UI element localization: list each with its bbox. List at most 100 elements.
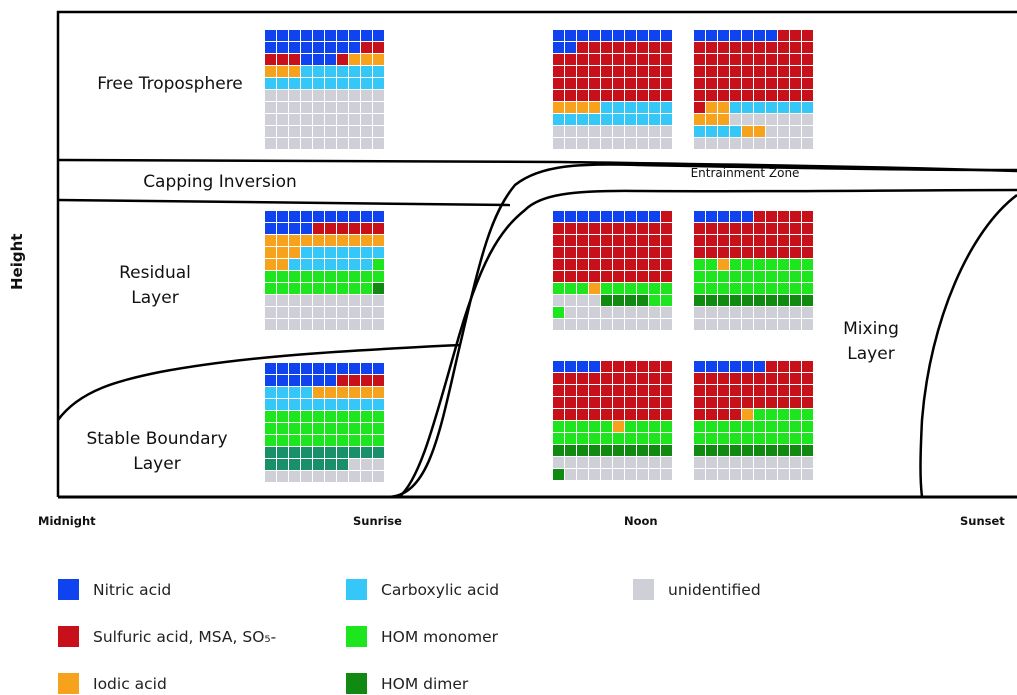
waffle-cell-hom-dimer [625,295,636,306]
waffle-cell-unidentified [706,138,717,149]
waffle-cell-sulfuric [625,397,636,408]
waffle-cell-sulfuric [766,361,777,372]
waffle-cell-hom-monomer [337,435,348,446]
waffle-cell-hom-monomer [694,433,705,444]
waffle-cell-hom-monomer [601,283,612,294]
waffle-cell-hom-dimer [802,445,813,456]
waffle-cell-unidentified [337,319,348,330]
waffle-cell-sulfuric [694,90,705,101]
waffle-cell-nitric [694,30,705,41]
time-label-sunset: Sunset [960,514,1005,528]
waffle-cell-sulfuric [790,235,801,246]
waffle-cell-sulfuric [601,259,612,270]
waffle-cell-iodic [742,126,753,137]
waffle-cell-carboxylic [349,259,360,270]
waffle-cell-unidentified [625,307,636,318]
waffle-cell-unidentified [325,102,336,113]
waffle-cell-unidentified [325,471,336,482]
waffle-cell-hom-dimer [742,295,753,306]
waffle-cell-sulfuric [325,223,336,234]
waffle-cell-unidentified [265,307,276,318]
waffle-cell-hom-monomer [766,433,777,444]
waffle-cell-carboxylic [565,114,576,125]
waffle-cell-nitric [361,211,372,222]
waffle-cell-sulfuric [766,385,777,396]
waffle-cell-hom-monomer [706,259,717,270]
waffle-cell-carboxylic [802,102,813,113]
waffle-cell-unidentified [289,471,300,482]
waffle-cell-unidentified [565,126,576,137]
waffle-cell-sulfuric [790,54,801,65]
waffle-cell-unidentified [325,126,336,137]
waffle-cell-sulfuric [766,223,777,234]
waffle-cell-unidentified [742,114,753,125]
waffle-cell-sulfuric [601,385,612,396]
waffle-cell-unidentified [265,114,276,125]
waffle-cell-sulfuric [373,375,384,386]
waffle-cell-sulfuric [565,235,576,246]
waffle-cell-hom-monomer [694,421,705,432]
waffle-cell-unidentified [325,138,336,149]
waffle-cell-unidentified [337,295,348,306]
waffle-cell-hom-dimer-alt [313,459,324,470]
waffle-cell-unidentified [601,126,612,137]
waffle-cell-unidentified [802,126,813,137]
waffle-cell-nitric [349,363,360,374]
waffle-cell-sulfuric [730,373,741,384]
waffle-cell-sulfuric [553,223,564,234]
waffle-cell-unidentified [301,138,312,149]
stable-boundary-layer-label-line1: Stable Boundary [86,429,228,449]
waffle-cell-nitric [565,30,576,41]
waffle-cell-unidentified [577,138,588,149]
waffle-cell-sulfuric [778,397,789,408]
waffle-cell-unidentified [313,114,324,125]
waffle-cell-iodic [277,66,288,77]
waffle-cell-sulfuric [790,42,801,53]
waffle-cell-iodic [349,235,360,246]
waffle-cell-hom-monomer [778,433,789,444]
waffle-cell-hom-monomer [349,411,360,422]
waffle-cell-unidentified [589,469,600,480]
free-troposphere-label: Free Troposphere [97,74,243,94]
waffle-cell-nitric [754,361,765,372]
waffle-cell-hom-monomer [742,271,753,282]
waffle-cell-hom-dimer [718,295,729,306]
waffle-cell-sulfuric [649,361,660,372]
waffle-cell-sulfuric [625,373,636,384]
waffle-cell-sulfuric [577,90,588,101]
waffle-cell-nitric [553,361,564,372]
waffle-cell-nitric [289,30,300,41]
waffle-cell-sulfuric [565,66,576,77]
waffle-cell-carboxylic [649,102,660,113]
waffle-cell-hom-monomer [589,421,600,432]
legend-item-hom-monomer: HOM monomer [346,626,498,647]
waffle-cell-sulfuric [649,259,660,270]
waffle-cell-sulfuric [802,385,813,396]
waffle-cell-hom-monomer [313,423,324,434]
waffle-cell-carboxylic [337,247,348,258]
waffle-cell-unidentified [589,457,600,468]
waffle-cell-sulfuric [790,30,801,41]
waffle-cell-unidentified [613,469,624,480]
waffle-cell-unidentified [778,469,789,480]
legend-item-carboxylic: Carboxylic acid [346,579,499,600]
waffle-cell-sulfuric [661,42,672,53]
waffle-cell-carboxylic [325,78,336,89]
waffle-cell-unidentified [313,102,324,113]
waffle-cell-sulfuric [637,271,648,282]
waffle-cell-sulfuric [718,235,729,246]
waffle-cell-carboxylic [337,66,348,77]
waffle-cell-iodic [706,102,717,113]
waffle-cell-sulfuric [706,409,717,420]
legend-item-sulfuric: Sulfuric acid, MSA, SO₅- [58,626,276,647]
waffle-cell-iodic [289,235,300,246]
waffle-cell-unidentified [718,469,729,480]
waffle-cell-unidentified [790,457,801,468]
waffle-cell-unidentified [802,469,813,480]
waffle-cell-sulfuric [790,211,801,222]
waffle-cell-unidentified [649,126,660,137]
waffle-cell-nitric [349,211,360,222]
waffle-cell-unidentified [790,469,801,480]
waffle-cell-carboxylic [277,399,288,410]
waffle-cell-hom-monomer [601,421,612,432]
